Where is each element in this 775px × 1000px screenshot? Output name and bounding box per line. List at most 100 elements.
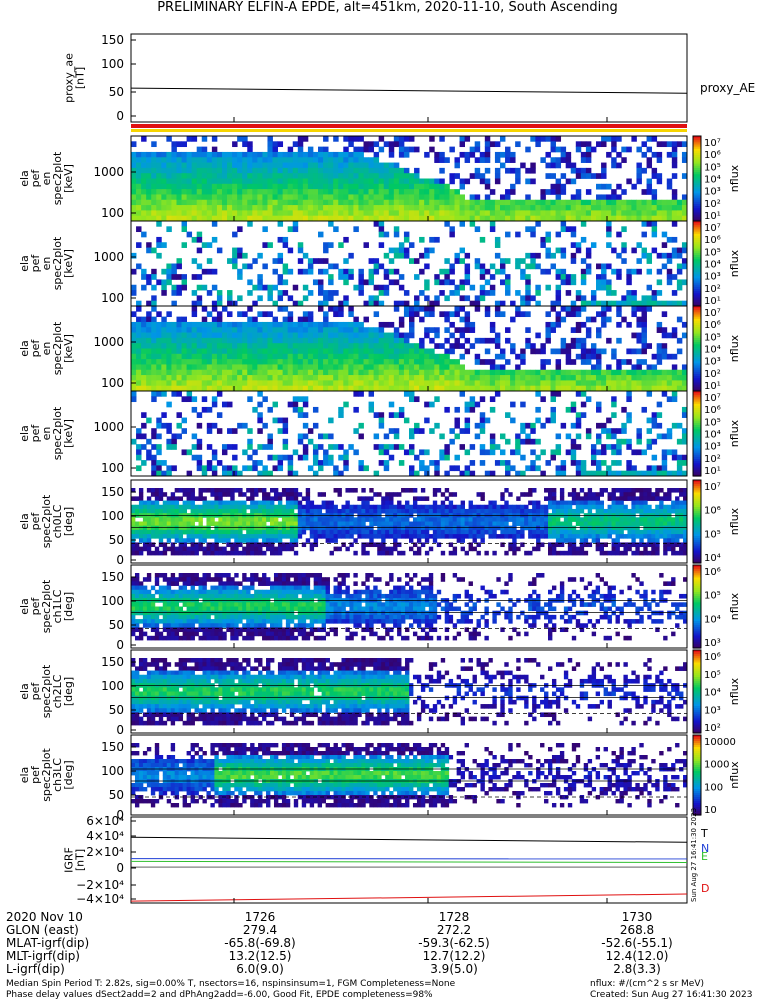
energy-spectrogram-4-cell: [419, 460, 425, 466]
energy-spectrogram-1-cell: [494, 178, 501, 185]
energy-spectrogram-3-cell: [383, 321, 390, 328]
energy-spectrogram-1-cbar-seg-19: [693, 176, 701, 180]
energy-spectrogram-3-cell: [358, 380, 364, 387]
pitch-angle-spectrogram-0-cell: [131, 550, 136, 556]
energy-spectrogram-1-cell: [307, 210, 314, 217]
energy-spectrogram-4-cell: [383, 465, 390, 472]
energy-spectrogram-2-cbar-seg-32: [693, 289, 701, 292]
pitch-angle-spectrogram-0-cell: [270, 550, 275, 556]
pitch-angle-spectrogram-0-cell: [432, 492, 438, 497]
energy-spectrogram-1-cell: [550, 141, 556, 148]
pitch-angle-spectrogram-0-cell: [476, 534, 481, 539]
energy-spectrogram-1-cell: [267, 151, 273, 158]
energy-spectrogram-1-cell: [302, 178, 309, 185]
energy-spectrogram-3-cell: [257, 353, 263, 360]
pitch-angle-spectrogram-0-cell: [401, 550, 406, 556]
energy-spectrogram-3-cell: [323, 332, 329, 339]
energy-spectrogram-1-cell: [520, 199, 526, 206]
energy-spectrogram-2-cell: [196, 274, 203, 280]
pitch-angle-spectrogram-0-cell: [329, 550, 334, 556]
energy-spectrogram-3-cells: [131, 306, 688, 392]
energy-spectrogram-2-cell: [363, 300, 369, 307]
energy-spectrogram-3-cell: [641, 327, 647, 333]
energy-spectrogram-2-cell: [146, 279, 152, 286]
energy-spectrogram-3-cell: [596, 311, 602, 318]
energy-spectrogram-3-cell: [181, 375, 187, 381]
energy-spectrogram-3-cell: [141, 332, 147, 339]
energy-spectrogram-3-cell: [449, 343, 455, 349]
energy-spectrogram-1-cell: [596, 205, 602, 211]
energy-spectrogram-1-cell: [196, 151, 203, 158]
pitch-angle-spectrogram-0-cell: [190, 517, 195, 522]
energy-spectrogram-3-cell: [323, 369, 329, 376]
energy-spectrogram-2-cell: [378, 226, 385, 233]
pitch-angle-spectrogram-0-cell: [238, 550, 243, 556]
energy-spectrogram-4-cell: [151, 470, 157, 477]
energy-spectrogram-3-cell: [358, 385, 364, 392]
energy-spectrogram-3-cell: [550, 321, 556, 328]
energy-spectrogram-1-cell: [368, 210, 375, 217]
pitch-angle-spectrogram-0-cell: [488, 500, 493, 506]
energy-spectrogram-4-cell: [550, 417, 556, 424]
energy-spectrogram-4-cell: [419, 428, 425, 434]
energy-spectrogram-4-cell: [611, 412, 617, 418]
energy-spectrogram-2-cbar-seg-25: [693, 274, 701, 277]
energy-spectrogram-2-cell: [378, 231, 385, 238]
pitch-angle-spectrogram-0-cell: [190, 492, 195, 497]
energy-spectrogram-1-cell: [156, 194, 162, 201]
energy-spectrogram-4-cell: [661, 470, 668, 477]
energy-spectrogram-2-cell: [307, 290, 314, 296]
pitch-angle-spectrogram-0-cell: [405, 525, 410, 531]
energy-spectrogram-1-cell: [297, 136, 304, 142]
energy-spectrogram-3-cell: [272, 385, 278, 392]
energy-spectrogram-3-cell: [312, 369, 319, 376]
energy-spectrogram-3-cell: [297, 385, 304, 392]
pitch-angle-spectrogram-0-cell: [218, 529, 223, 535]
energy-spectrogram-1-cell: [267, 178, 273, 185]
energy-spectrogram-3-cell: [353, 375, 359, 381]
energy-spectrogram-3-cell: [681, 385, 688, 392]
pitch-angle-spectrogram-0-cell: [377, 546, 382, 552]
energy-spectrogram-1-cbar-seg-24: [693, 187, 701, 190]
energy-spectrogram-3-cell: [479, 385, 486, 392]
energy-spectrogram-3-cell: [227, 364, 233, 371]
energy-spectrogram-1-cell: [292, 194, 299, 201]
energy-spectrogram-3-cell: [191, 359, 198, 365]
pitch-angle-spectrogram-0-cell: [238, 504, 243, 510]
pitch-angle-spectrogram-0-cell: [333, 504, 338, 510]
pitch-angle-spectrogram-0-cell: [250, 534, 255, 539]
energy-spectrogram-4-cell: [262, 422, 268, 429]
energy-spectrogram-3-cell: [221, 321, 228, 328]
energy-spectrogram-1-cell: [626, 199, 632, 206]
energy-spectrogram-3-cell: [227, 359, 233, 365]
energy-spectrogram-4-cell: [454, 417, 460, 424]
pitch-angle-spectrogram-0-cell: [385, 496, 390, 501]
energy-spectrogram-1-cell: [449, 178, 455, 185]
energy-spectrogram-3-cell: [176, 343, 182, 349]
pitch-angle-spectrogram-0-cell: [285, 492, 291, 497]
energy-spectrogram-1-cell: [439, 199, 445, 206]
energy-spectrogram-3-cell: [434, 353, 440, 360]
pitch-angle-spectrogram-0-cell: [313, 538, 319, 543]
energy-spectrogram-3-cell: [277, 332, 284, 339]
energy-spectrogram-1-cell: [499, 162, 506, 169]
pitch-angle-spectrogram-0-cell: [146, 534, 152, 539]
energy-spectrogram-1-cell: [409, 183, 415, 190]
energy-spectrogram-1-cell: [297, 157, 304, 163]
energy-spectrogram-3-cell: [373, 359, 380, 365]
energy-spectrogram-3-cell: [636, 375, 642, 381]
energy-spectrogram-4-cbar-seg-7: [693, 405, 701, 409]
energy-spectrogram-1-cell: [555, 199, 562, 206]
pitch-angle-spectrogram-0-cell: [420, 542, 426, 548]
energy-spectrogram-1-cell: [201, 178, 208, 185]
energy-spectrogram-2-cell: [419, 290, 425, 296]
energy-spectrogram-3-cell: [449, 380, 455, 387]
energy-spectrogram-2-cell: [292, 221, 299, 227]
pitch-angle-spectrogram-0-cell: [178, 525, 184, 531]
energy-spectrogram-3-cell: [141, 353, 147, 360]
pitch-angle-spectrogram-0-cell: [281, 492, 287, 497]
energy-spectrogram-4-cell: [409, 449, 415, 456]
energy-spectrogram-3-cell: [297, 348, 304, 355]
pitch-angle-spectrogram-0-cell: [381, 546, 386, 552]
pitch-angle-spectrogram-0-cell: [234, 529, 239, 535]
